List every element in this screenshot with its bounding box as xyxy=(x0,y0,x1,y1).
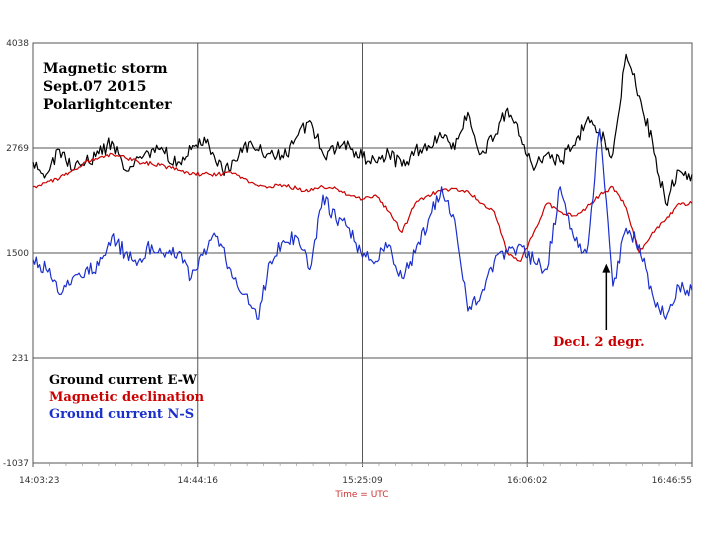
chart-title-line-3: Polarlightcenter xyxy=(43,97,172,113)
x-tick-label: 14:44:16 xyxy=(178,476,219,486)
annotation-label: Decl. 2 degr. xyxy=(553,335,645,350)
y-tick-label: 2769 xyxy=(6,144,29,154)
x-tick-label: 15:25:09 xyxy=(342,476,383,486)
legend-ns: Ground current N-S xyxy=(49,407,194,422)
series-line-declination xyxy=(32,152,693,262)
series-lines xyxy=(32,53,693,320)
x-tick-label: 16:06:02 xyxy=(507,476,547,486)
series-line-ew xyxy=(32,53,693,207)
y-axis: 4038 2769 1500 231 -1037 xyxy=(3,39,29,469)
x-tick-label: 16:46:55 xyxy=(652,476,692,486)
x-tick-label: 14:03:23 xyxy=(19,476,59,486)
chart-title-line-1: Magnetic storm xyxy=(43,61,168,77)
legend-decl: Magnetic declination xyxy=(49,390,205,405)
y-tick-label: -1037 xyxy=(3,459,29,469)
annotation-arrowhead xyxy=(602,263,611,273)
legend-ew: Ground current E-W xyxy=(49,373,197,388)
y-tick-label: 4038 xyxy=(6,39,29,49)
y-tick-label: 231 xyxy=(12,354,29,364)
x-axis-label: Time = UTC xyxy=(334,490,388,500)
x-axis: 14:03:23 14:44:16 15:25:09 16:06:02 16:46:55 xyxy=(19,476,692,486)
y-tick-label: 1500 xyxy=(6,249,29,259)
chart-title-line-2: Sept.07 2015 xyxy=(43,79,146,95)
gridlines xyxy=(32,43,693,467)
series-line-ns xyxy=(32,128,693,320)
